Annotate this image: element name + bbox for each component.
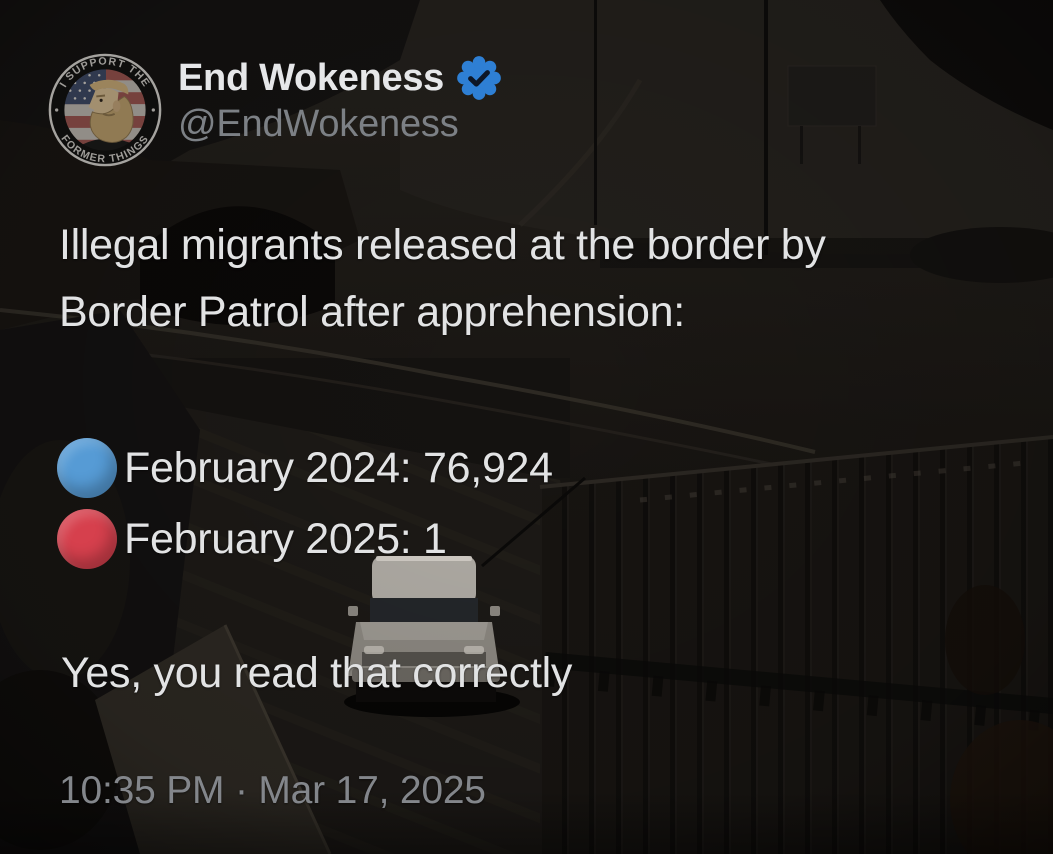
bearded-man-profile: [79, 79, 134, 152]
verified-badge-icon: [457, 56, 501, 100]
flag-background: [63, 68, 147, 152]
tweet-body-line2: Border Patrol after apprehension:: [59, 288, 685, 336]
stat-row-feb-2025: February 2025: 1: [57, 508, 553, 570]
tweet-body: Illegal migrants released at the border …: [59, 212, 826, 346]
tweet-timestamp[interactable]: 10:35 PM · Mar 17, 2025: [59, 769, 486, 812]
stat-text-feb-2024: February 2024: 76,924: [124, 443, 553, 492]
stat-text-feb-2025: February 2025: 1: [124, 514, 447, 563]
blue-circle-icon: [57, 438, 117, 498]
author-handle[interactable]: @EndWokeness: [178, 103, 459, 145]
tweet-body-line1: Illegal migrants released at the border …: [59, 221, 826, 269]
stat-row-feb-2024: February 2024: 76,924: [57, 437, 553, 499]
stat-list: February 2024: 76,924 February 2025: 1: [57, 437, 553, 570]
avatar[interactable]: I SUPPORT THE FORMER THINGS: [47, 52, 163, 168]
author-block: End Wokeness @EndWokeness: [178, 55, 502, 147]
tweet-closing-line: Yes, you read that correctly: [61, 649, 573, 697]
red-circle-icon: [57, 509, 117, 569]
display-name[interactable]: End Wokeness: [178, 56, 444, 99]
avatar-badge-logo: I SUPPORT THE FORMER THINGS: [48, 53, 162, 167]
